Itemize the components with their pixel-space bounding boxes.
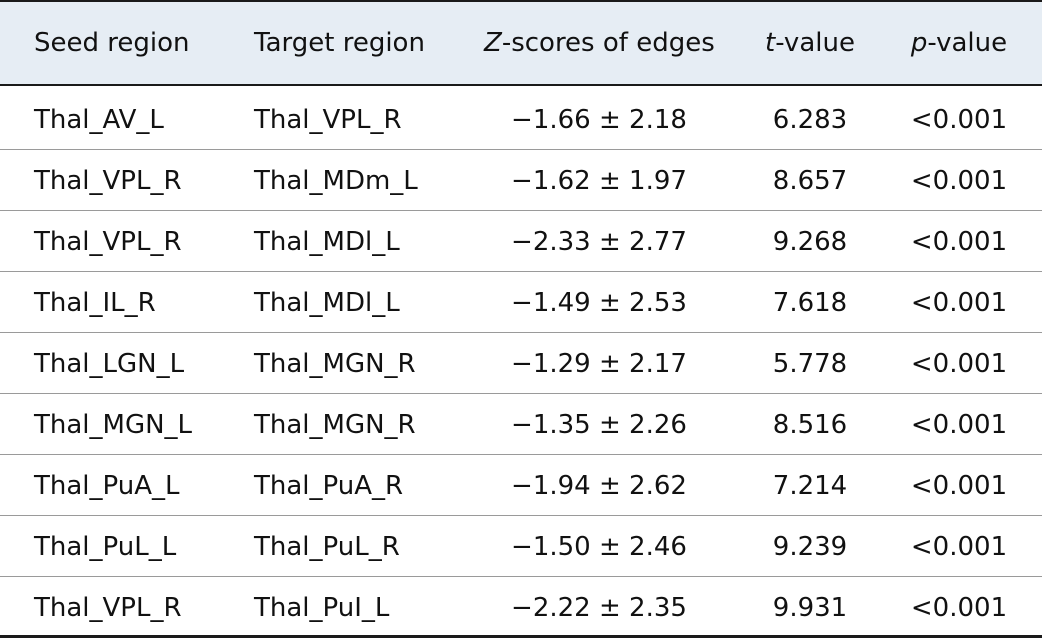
header-p-text: -value (927, 28, 1008, 58)
header-t-value: t-value (760, 28, 860, 58)
seed-cell: Thal_VPL_R (34, 166, 182, 196)
t-value-cell: 7.618 (772, 288, 848, 318)
t-value-cell: 9.268 (772, 227, 848, 257)
header-z-symbol: Z (484, 28, 502, 58)
t-value-cell: 5.778 (772, 349, 848, 379)
z-score-cell: −1.35 ± 2.26 (511, 410, 687, 440)
seed-cell: Thal_MGN_L (34, 410, 193, 440)
header-rule (0, 84, 1042, 86)
seed-cell: Thal_PuL_L (34, 532, 177, 562)
header-p-value: p-value (904, 28, 1014, 58)
table-row: Thal_IL_R Thal_MDl_L −1.49 ± 2.53 7.618 … (0, 272, 1042, 333)
t-value-cell: 6.283 (772, 105, 848, 135)
p-value-cell: <0.001 (910, 105, 1008, 135)
target-cell: Thal_PuI_L (254, 593, 390, 623)
table-row: Thal_MGN_L Thal_MGN_R −1.35 ± 2.26 8.516… (0, 394, 1042, 455)
t-value-cell: 9.239 (772, 532, 848, 562)
z-score-cell: −2.33 ± 2.77 (511, 227, 687, 257)
t-value-cell: 9.931 (772, 593, 848, 623)
t-value-cell: 7.214 (772, 471, 848, 501)
target-cell: Thal_PuA_R (254, 471, 404, 501)
table-row: Thal_LGN_L Thal_MGN_R −1.29 ± 2.17 5.778… (0, 333, 1042, 394)
target-cell: Thal_MGN_R (254, 410, 416, 440)
table-header-row: Seed region Target region Z-scores of ed… (0, 0, 1042, 84)
z-score-cell: −1.94 ± 2.62 (511, 471, 687, 501)
p-value-cell: <0.001 (910, 166, 1008, 196)
p-value-cell: <0.001 (910, 349, 1008, 379)
header-p-symbol: p (910, 28, 928, 58)
header-t-symbol: t (765, 28, 776, 58)
p-value-cell: <0.001 (910, 288, 1008, 318)
seed-cell: Thal_LGN_L (34, 349, 185, 379)
z-score-cell: −1.29 ± 2.17 (511, 349, 687, 379)
table-row: Thal_AV_L Thal_VPL_R −1.66 ± 2.18 6.283 … (0, 89, 1042, 150)
target-cell: Thal_VPL_R (254, 105, 402, 135)
p-value-cell: <0.001 (910, 532, 1008, 562)
target-cell: Thal_MDl_L (254, 288, 400, 318)
seed-cell: Thal_VPL_R (34, 227, 182, 257)
table-row: Thal_VPL_R Thal_MDm_L −1.62 ± 1.97 8.657… (0, 150, 1042, 211)
seed-cell: Thal_VPL_R (34, 593, 182, 623)
target-cell: Thal_PuL_R (254, 532, 400, 562)
z-score-cell: −1.66 ± 2.18 (511, 105, 687, 135)
seed-cell: Thal_AV_L (34, 105, 164, 135)
seed-cell: Thal_PuA_L (34, 471, 180, 501)
header-z-text: -scores of edges (501, 28, 715, 58)
z-score-cell: −1.49 ± 2.53 (511, 288, 687, 318)
p-value-cell: <0.001 (910, 227, 1008, 257)
p-value-cell: <0.001 (910, 593, 1008, 623)
header-z-scores: Z-scores of edges (484, 28, 715, 58)
header-seed-region: Seed region (34, 28, 190, 58)
p-value-cell: <0.001 (910, 471, 1008, 501)
p-value-cell: <0.001 (910, 410, 1008, 440)
target-cell: Thal_MDl_L (254, 227, 400, 257)
table-row: Thal_PuA_L Thal_PuA_R −1.94 ± 2.62 7.214… (0, 455, 1042, 516)
table-row: Thal_VPL_R Thal_MDl_L −2.33 ± 2.77 9.268… (0, 211, 1042, 272)
z-score-cell: −1.50 ± 2.46 (511, 532, 687, 562)
header-target-region: Target region (254, 28, 425, 58)
seed-cell: Thal_IL_R (34, 288, 156, 318)
z-score-cell: −1.62 ± 1.97 (511, 166, 687, 196)
table-row: Thal_VPL_R Thal_PuI_L −2.22 ± 2.35 9.931… (0, 577, 1042, 638)
t-value-cell: 8.516 (772, 410, 848, 440)
z-score-cell: −2.22 ± 2.35 (511, 593, 687, 623)
t-value-cell: 8.657 (772, 166, 848, 196)
table-row: Thal_PuL_L Thal_PuL_R −1.50 ± 2.46 9.239… (0, 516, 1042, 577)
target-cell: Thal_MGN_R (254, 349, 416, 379)
target-cell: Thal_MDm_L (254, 166, 418, 196)
header-t-text: -value (775, 28, 855, 58)
